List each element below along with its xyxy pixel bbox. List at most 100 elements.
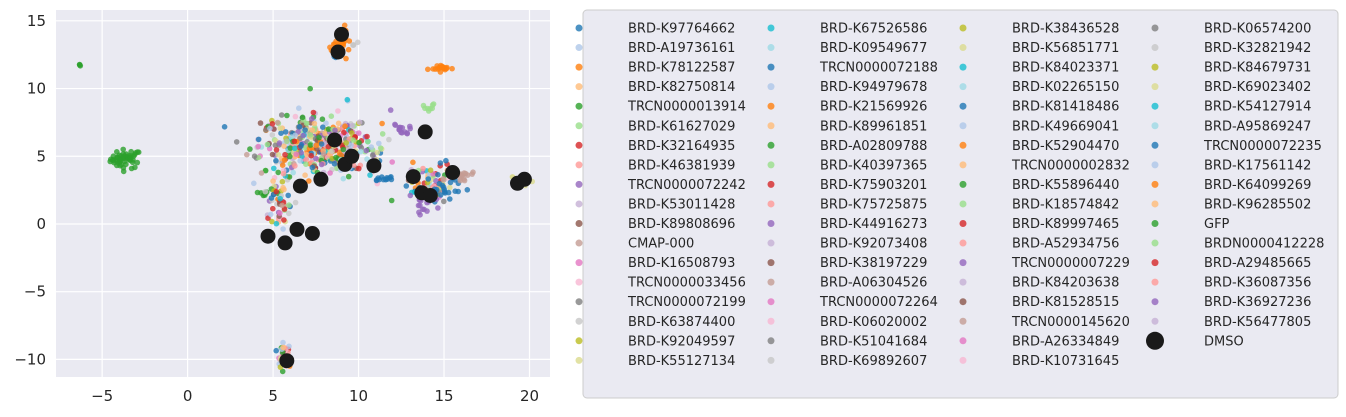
scatter-point [356,139,362,146]
legend-label: DMSO [1204,334,1244,349]
legend-marker [767,356,775,364]
scatter-point [341,129,347,136]
legend-marker-dmso [1146,331,1164,350]
dmso-point [445,165,461,180]
legend-marker [959,259,967,267]
scatter-point [262,188,269,195]
scatter-point [269,151,276,158]
legend-marker [959,141,967,149]
dmso-point [292,178,308,194]
scatter-point [117,156,123,163]
scatter-point [437,192,444,198]
scatter-point [284,112,290,119]
legend-label: TRCN0000007229 [1011,256,1130,271]
scatter-point [255,143,262,150]
legend-marker [575,356,583,364]
scatter-point [386,136,392,143]
scatter-point [435,205,441,211]
legend-marker [959,356,967,364]
legend-marker [575,317,583,325]
legend-label: BRD-K89808696 [628,217,735,232]
legend-marker [575,83,583,91]
scatter-point [308,152,315,159]
legend-label: TRCN0000002832 [1011,158,1130,173]
legend-marker [767,161,775,169]
legend-label: BRD-K40397365 [820,158,927,173]
scatter-point [287,153,293,160]
legend-label: BRD-K61627029 [628,119,735,134]
scatter-point [273,188,280,195]
legend-marker [1151,200,1159,208]
x-tick-label: 5 [268,387,278,405]
scatter-point [437,160,444,166]
scatter-point [273,157,279,164]
y-tick-label: −5 [24,283,46,301]
scatter-point [452,188,459,194]
legend-label: BRD-K36927236 [1204,295,1311,310]
legend-marker [959,63,967,71]
scatter-point [445,189,452,196]
scatter-point [327,170,333,176]
legend-label: BRD-K67526586 [820,22,927,37]
scatter-point [436,65,442,71]
scatter-point [307,85,314,92]
scatter-point [343,55,349,62]
scatter-point [285,192,292,199]
scatter-point [273,220,280,227]
legend-label: TRCN0000072188 [819,61,938,76]
scatter-point [313,142,320,149]
legend-marker [1151,122,1159,130]
scatter-point [443,157,449,164]
scatter-point [335,120,342,127]
scatter-point [290,169,297,176]
legend-label: BRDN0000412228 [1204,237,1324,252]
scatter-point [345,173,352,180]
scatter-point [297,158,304,164]
legend-label: BRD-K69892607 [820,354,927,369]
legend-marker [1151,102,1159,110]
legend-marker [1151,44,1159,52]
dmso-point [279,353,295,369]
scatter-point [388,197,395,204]
scatter-point [270,178,276,184]
dmso-point [289,221,305,237]
y-tick-label: 5 [36,147,46,165]
scatter-point [447,179,454,186]
scatter-point [291,138,298,145]
scatter-point [302,172,308,178]
scatter-point [365,139,371,145]
scatter-point [349,122,356,129]
legend-label: TRCN0000072235 [1203,139,1322,154]
y-tick-label: −10 [14,350,46,368]
legend-marker [767,239,775,247]
scatter-point [274,119,281,126]
scatter-point [425,176,432,182]
scatter-point [262,167,269,174]
scatter-point [322,130,328,137]
legend-label: BRD-K09549677 [820,41,927,56]
scatter-point [244,151,250,158]
scatter-point [299,114,306,121]
scatter-point [281,217,287,223]
legend-label: BRD-K36087356 [1204,276,1311,291]
scatter-point [356,130,362,136]
legend-label: TRCN0000072264 [819,295,938,310]
scatter-point [275,151,282,158]
scatter-point [343,140,350,146]
scatter-point [461,170,467,176]
scatter-point [303,156,310,163]
scatter-point [357,148,364,155]
scatter-point [417,212,423,218]
legend-label: BRD-K02265150 [1012,80,1119,95]
scatter-point [342,123,348,129]
scatter-point [300,132,306,139]
legend-marker [767,200,775,208]
y-tick-label: 0 [36,215,46,233]
legend-marker [1151,239,1159,247]
legend: BRD-K97764662 BRD-A19736161 BRD-K78122587 B… [575,22,1324,369]
dmso-point [330,44,346,60]
scatter-point [271,165,277,172]
scatter-point [363,147,370,154]
scatter-point [374,149,381,156]
scatter-point [302,145,309,151]
